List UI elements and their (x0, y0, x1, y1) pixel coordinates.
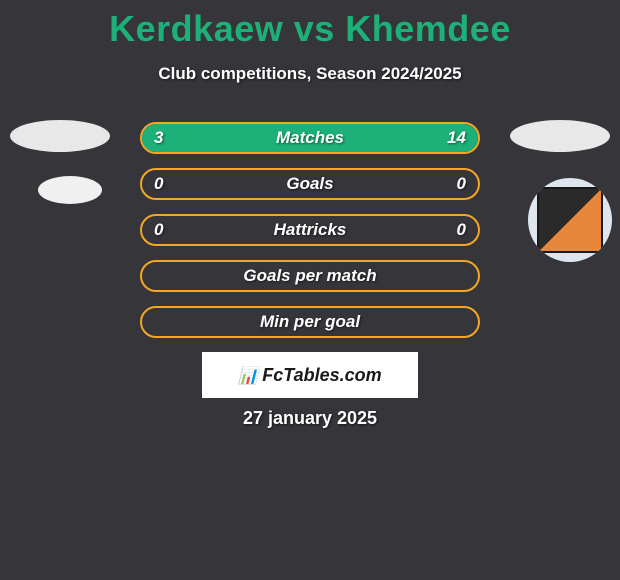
stat-row: 00Hattricks (140, 214, 480, 246)
stat-row: 314Matches (140, 122, 480, 154)
branding-label: 📊FcTables.com (238, 365, 381, 386)
branding-text: FcTables.com (262, 365, 381, 385)
club-badge-right (528, 178, 612, 262)
stat-label: Goals per match (142, 266, 478, 286)
player-left-badge-2 (38, 176, 102, 204)
stat-label: Min per goal (142, 312, 478, 332)
stat-row: Goals per match (140, 260, 480, 292)
chart-icon: 📊 (238, 366, 258, 386)
club-crest-icon (537, 187, 603, 253)
stat-label: Hattricks (142, 220, 478, 240)
page-subtitle: Club competitions, Season 2024/2025 (0, 64, 620, 84)
stat-row: 00Goals (140, 168, 480, 200)
player-left-badge (10, 120, 110, 152)
date-label: 27 january 2025 (0, 408, 620, 429)
player-right-badge (510, 120, 610, 152)
stats-panel: 314Matches 00Goals 00Hattricks Goals per ma… (140, 122, 480, 352)
stat-row: Min per goal (140, 306, 480, 338)
stat-label: Goals (142, 174, 478, 194)
page-title: Kerdkaew vs Khemdee (0, 0, 620, 50)
stat-label: Matches (142, 128, 478, 148)
branding-box: 📊FcTables.com (202, 352, 418, 398)
